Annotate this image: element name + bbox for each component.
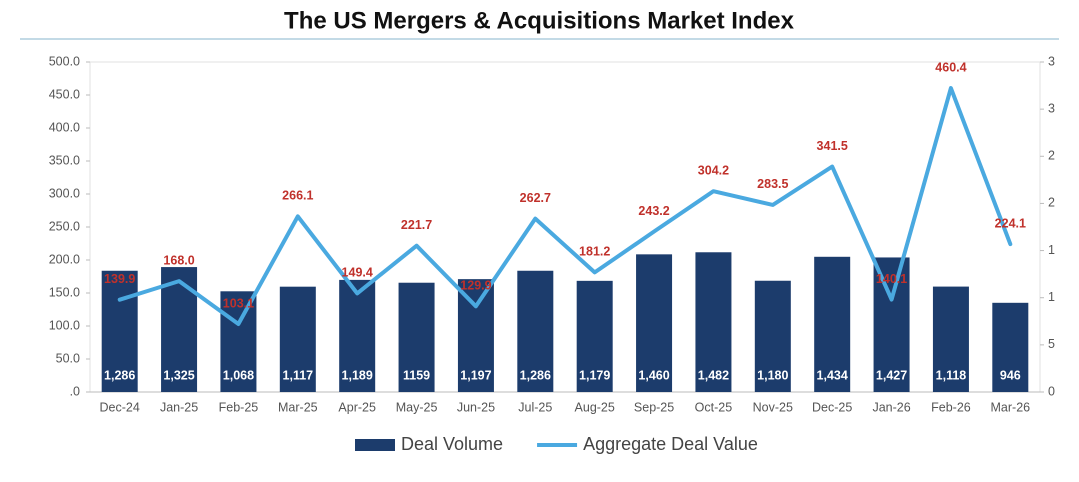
line-value-label: 460.4 <box>935 60 966 74</box>
bar-value-label: 1,434 <box>817 368 848 382</box>
line-value-label: 103.1 <box>223 296 254 310</box>
bar <box>873 257 910 392</box>
y2-tick-label: 0 <box>1048 384 1055 398</box>
x-tick-label: Oct-25 <box>695 400 733 414</box>
y2-tick-label: 1 <box>1048 243 1055 257</box>
bar-value-label: 1,286 <box>104 368 135 382</box>
line-value-label: 168.0 <box>163 253 194 267</box>
bar-value-label: 1,197 <box>460 368 491 382</box>
bar <box>754 280 791 392</box>
bar-value-label: 1,482 <box>698 368 729 382</box>
line-value-label: 262.7 <box>520 191 551 205</box>
line <box>117 86 1013 326</box>
bar-value-label: 1,117 <box>283 368 314 382</box>
legend-swatch <box>355 439 395 451</box>
bar <box>992 302 1029 392</box>
line-value-label: 181.2 <box>579 245 610 259</box>
y-tick-label: 100.0 <box>49 318 80 332</box>
y-tick-label: 300.0 <box>49 186 80 200</box>
bar <box>576 280 613 392</box>
bar-value-label: 1,118 <box>936 368 967 382</box>
y2-tick-label: 3 <box>1048 54 1055 68</box>
bar-value-label: 1,179 <box>579 368 610 382</box>
x-tick-label: Nov-25 <box>753 400 793 414</box>
bar <box>279 286 316 392</box>
y-tick-label: 500.0 <box>49 54 80 68</box>
bar <box>517 270 554 392</box>
bar <box>932 286 969 392</box>
x-tick-label: Apr-25 <box>338 400 376 414</box>
bar <box>636 254 673 392</box>
bar-value-label: 1,068 <box>223 368 254 382</box>
bar-value-label: 1,427 <box>876 368 907 382</box>
line-value-label: 221.7 <box>401 218 432 232</box>
line-value-label: 243.2 <box>638 204 669 218</box>
x-tick-label: Feb-25 <box>219 400 259 414</box>
x-tick-label: Dec-24 <box>100 400 140 414</box>
bar-value-label: 946 <box>1000 368 1021 382</box>
bar-value-label: 1,460 <box>638 368 669 382</box>
bar <box>695 252 732 392</box>
y2-tick-label: 2 <box>1048 196 1055 210</box>
line-value-label: 283.5 <box>757 177 788 191</box>
y-tick-label: 350.0 <box>49 153 80 167</box>
y-tick-label: 250.0 <box>49 219 80 233</box>
bar-value-label: 1,325 <box>163 368 194 382</box>
x-tick-label: Aug-25 <box>575 400 615 414</box>
x-tick-label: Jun-25 <box>457 400 495 414</box>
bar-value-label: 1,189 <box>342 368 373 382</box>
line-value-label: 139.9 <box>104 272 135 286</box>
chart-title: The US Mergers & Acquisitions Market Ind… <box>284 7 795 34</box>
y-tick-label: 400.0 <box>49 120 80 134</box>
bar <box>398 282 435 392</box>
x-tick-label: Jul-25 <box>518 400 552 414</box>
bar <box>339 279 376 392</box>
legend-label: Deal Volume <box>401 434 503 454</box>
x-tick-label: Jan-26 <box>872 400 910 414</box>
bar-value-label: 1,286 <box>520 368 551 382</box>
legend-label: Aggregate Deal Value <box>583 434 758 454</box>
line-value-label: 149.4 <box>342 266 373 280</box>
line-value-label: 304.2 <box>698 164 729 178</box>
x-tick-label: Jan-25 <box>160 400 198 414</box>
x-tick-label: Mar-26 <box>991 400 1031 414</box>
x-tick-label: Feb-26 <box>931 400 971 414</box>
y-tick-label: 450.0 <box>49 87 80 101</box>
y2-tick-label: 2 <box>1048 149 1055 163</box>
bar <box>457 279 494 392</box>
bar <box>101 270 138 392</box>
y2-tick-label: 1 <box>1048 290 1055 304</box>
bar-value-label: 1,180 <box>757 368 788 382</box>
x-tick-label: May-25 <box>396 400 438 414</box>
y2-tick-label: 5 <box>1048 337 1055 351</box>
line-value-label: 224.1 <box>995 216 1026 230</box>
y-tick-label: 200.0 <box>49 252 80 266</box>
bar <box>220 291 257 392</box>
line-value-label: 140.1 <box>876 272 907 286</box>
x-tick-label: Dec-25 <box>812 400 852 414</box>
y-tick-label: 150.0 <box>49 285 80 299</box>
line-value-label: 266.1 <box>282 189 313 203</box>
x-tick-label: Sep-25 <box>634 400 674 414</box>
y-tick-label: .0 <box>70 384 80 398</box>
line-value-label: 129.9 <box>460 279 491 293</box>
bar-value-label: 1159 <box>403 368 430 382</box>
y2-tick-label: 3 <box>1048 101 1055 115</box>
y-tick-label: 50.0 <box>56 351 80 365</box>
bar <box>814 256 851 392</box>
line-value-label: 341.5 <box>817 139 848 153</box>
x-tick-label: Mar-25 <box>278 400 318 414</box>
